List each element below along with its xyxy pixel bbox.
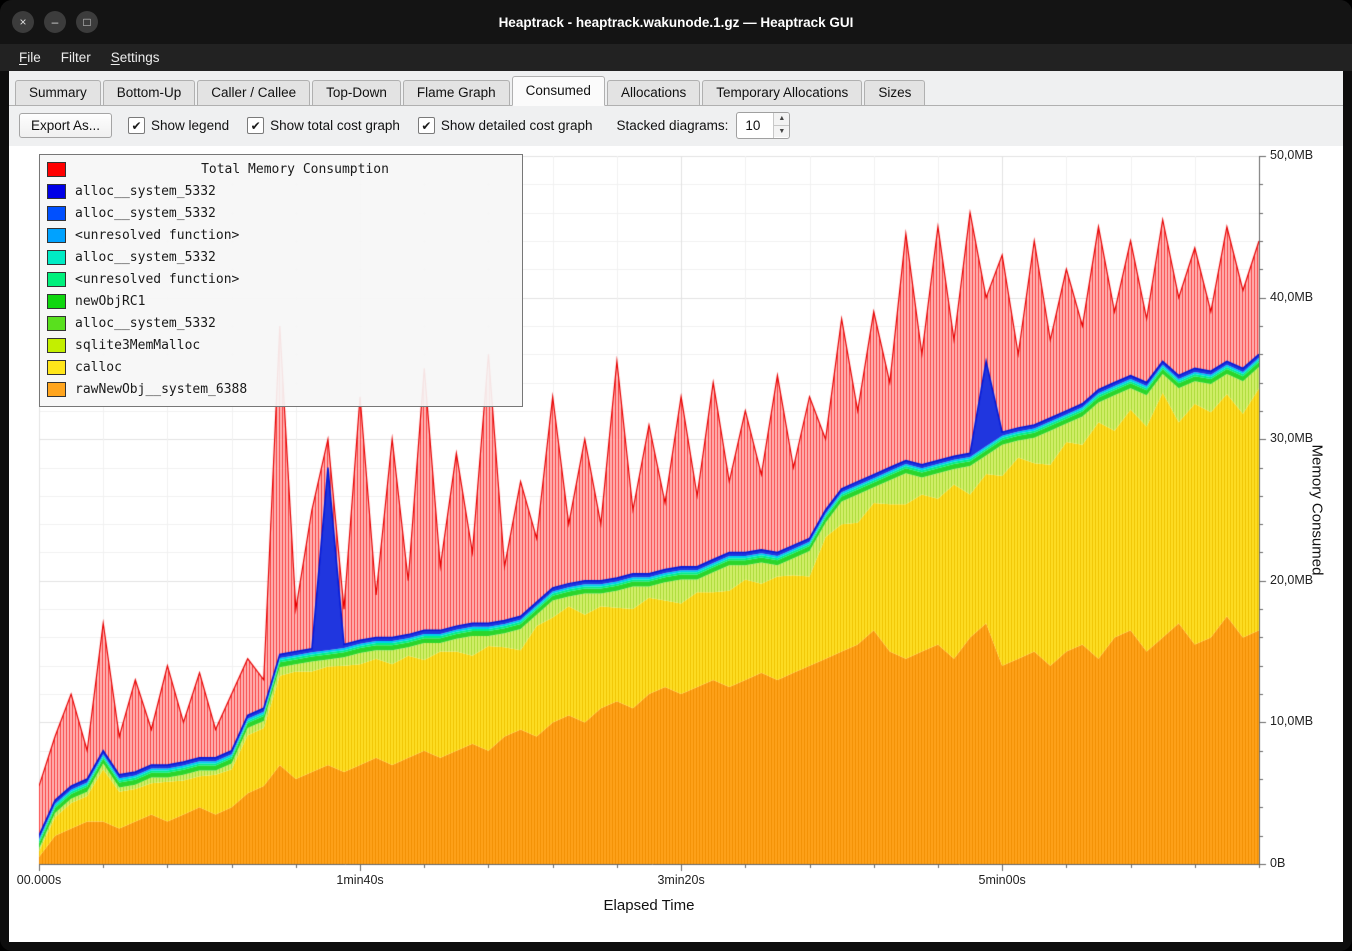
legend-swatch (47, 293, 66, 309)
menu-filter[interactable]: Filter (52, 47, 100, 68)
legend-item: alloc__system_5332 (47, 246, 515, 268)
x-tick-label: 1min40s (336, 873, 384, 887)
close-icon: × (19, 15, 27, 29)
legend-title: Total Memory Consumption (47, 158, 515, 180)
legend-swatch (47, 161, 66, 177)
legend-label: alloc__system_5332 (75, 183, 216, 199)
x-tick-label: 00.000s (16, 873, 62, 887)
legend-item: <unresolved function> (47, 224, 515, 246)
maximize-button[interactable]: □ (76, 11, 98, 33)
y-tick-label: 0B (1270, 856, 1286, 870)
legend-label: alloc__system_5332 (75, 205, 216, 221)
legend-item: newObjRC1 (47, 290, 515, 312)
legend-item: <unresolved function> (47, 268, 515, 290)
menu-filter-rest: Filter (60, 50, 91, 65)
y-tick-label: 10,0MB (1270, 714, 1314, 729)
spin-down-icon[interactable]: ▼ (774, 125, 790, 137)
checkmark-icon: ✔ (131, 118, 142, 133)
spinbox-value[interactable]: 10 (745, 118, 761, 133)
legend-item: alloc__system_5332 (47, 180, 515, 202)
checkmark-icon: ✔ (421, 118, 432, 133)
y-axis-title: Memory Consumed (1308, 444, 1326, 576)
legend-label: <unresolved function> (75, 271, 240, 287)
content: Summary Bottom-Up Caller / Callee Top-Do… (9, 71, 1343, 942)
menu-settings-mnemonic: S (110, 50, 120, 65)
spin-up-icon[interactable]: ▲ (774, 113, 790, 126)
checkmark-icon: ✔ (250, 118, 261, 133)
legend-label: newObjRC1 (75, 293, 146, 309)
titlebar: × – □ Heaptrack - heaptrack.wakunode.1.g… (0, 0, 1352, 44)
show-total-cost-graph-checkbox[interactable]: ✔ Show total cost graph (247, 117, 400, 134)
legend-swatch (47, 271, 66, 287)
tab-top-down[interactable]: Top-Down (312, 80, 401, 105)
x-tick-label: 5min00s (978, 873, 1026, 887)
tab-consumed[interactable]: Consumed (511, 76, 605, 106)
legend-label: <unresolved function> (75, 227, 240, 243)
menu-file-rest: ile (27, 50, 41, 65)
legend-label: Total Memory Consumption (201, 161, 389, 177)
close-button[interactable]: × (12, 11, 34, 33)
legend-swatch (47, 205, 66, 221)
x-tick-label: 3min20s (657, 873, 705, 887)
spinbox-buttons: ▲ ▼ (773, 113, 790, 138)
tab-temporary-allocations[interactable]: Temporary Allocations (702, 80, 863, 105)
menu-settings[interactable]: Settings (102, 47, 169, 68)
legend-swatch (47, 315, 66, 331)
chart-legend: Total Memory Consumption alloc__system_53… (39, 154, 523, 407)
show-detailed-cost-graph-checkbox[interactable]: ✔ Show detailed cost graph (417, 117, 593, 134)
legend-swatch (47, 249, 66, 265)
legend-label: rawNewObj__system_6388 (75, 381, 248, 397)
legend-label: alloc__system_5332 (75, 249, 216, 265)
stacked-diagrams-spinbox[interactable]: 10 ▲ ▼ (736, 112, 791, 139)
checkbox-box: ✔ (247, 117, 265, 134)
legend-swatch (47, 183, 66, 199)
legend-swatch (47, 359, 66, 375)
legend-label: calloc (75, 359, 122, 375)
menu-file[interactable]: File (10, 47, 50, 68)
legend-item: alloc__system_5332 (47, 312, 515, 334)
legend-item: alloc__system_5332 (47, 202, 515, 224)
window-controls: × – □ (12, 11, 100, 33)
y-tick-label: 40,0MB (1270, 289, 1314, 304)
tab-allocations[interactable]: Allocations (606, 80, 701, 105)
stacked-diagrams-label: Stacked diagrams: (616, 118, 729, 133)
tab-bar: Summary Bottom-Up Caller / Callee Top-Do… (9, 71, 1343, 106)
chart-area[interactable]: Total Memory Consumption alloc__system_53… (9, 146, 1343, 942)
window-title: Heaptrack - heaptrack.wakunode.1.gz — He… (498, 14, 854, 30)
tab-flame-graph[interactable]: Flame Graph (402, 80, 510, 105)
checkbox-box: ✔ (128, 117, 146, 134)
y-tick-label: 20,0MB (1270, 572, 1314, 587)
x-axis-title: Elapsed Time (603, 897, 695, 914)
export-as-button[interactable]: Export As... (19, 113, 113, 138)
legend-label: sqlite3MemMalloc (75, 337, 201, 353)
tab-bottom-up[interactable]: Bottom-Up (102, 80, 196, 105)
legend-swatch (47, 381, 66, 397)
tab-summary[interactable]: Summary (15, 80, 101, 105)
legend-item: sqlite3MemMalloc (47, 334, 515, 356)
legend-swatch (47, 227, 66, 243)
tab-caller-callee[interactable]: Caller / Callee (197, 80, 311, 105)
toolbar: Export As... ✔ Show legend ✔ Show total … (9, 106, 1343, 146)
checkbox-box: ✔ (417, 117, 435, 134)
legend-item: rawNewObj__system_6388 (47, 378, 515, 400)
menu-file-mnemonic: F (19, 50, 28, 65)
minimize-button[interactable]: – (44, 11, 66, 33)
menubar: File Filter Settings (0, 44, 1352, 71)
maximize-icon: □ (83, 15, 91, 29)
show-legend-checkbox[interactable]: ✔ Show legend (128, 117, 229, 134)
tab-sizes[interactable]: Sizes (864, 80, 926, 105)
checkbox-label: Show total cost graph (270, 118, 400, 133)
y-tick-label: 30,0MB (1270, 431, 1314, 446)
checkbox-label: Show legend (151, 118, 230, 133)
legend-swatch (47, 337, 66, 353)
checkbox-label: Show detailed cost graph (440, 118, 593, 133)
minimize-icon: – (51, 15, 59, 29)
menu-settings-rest: ettings (119, 50, 160, 65)
legend-label: alloc__system_5332 (75, 315, 216, 331)
legend-item: calloc (47, 356, 515, 378)
y-tick-label: 50,0MB (1270, 148, 1314, 162)
